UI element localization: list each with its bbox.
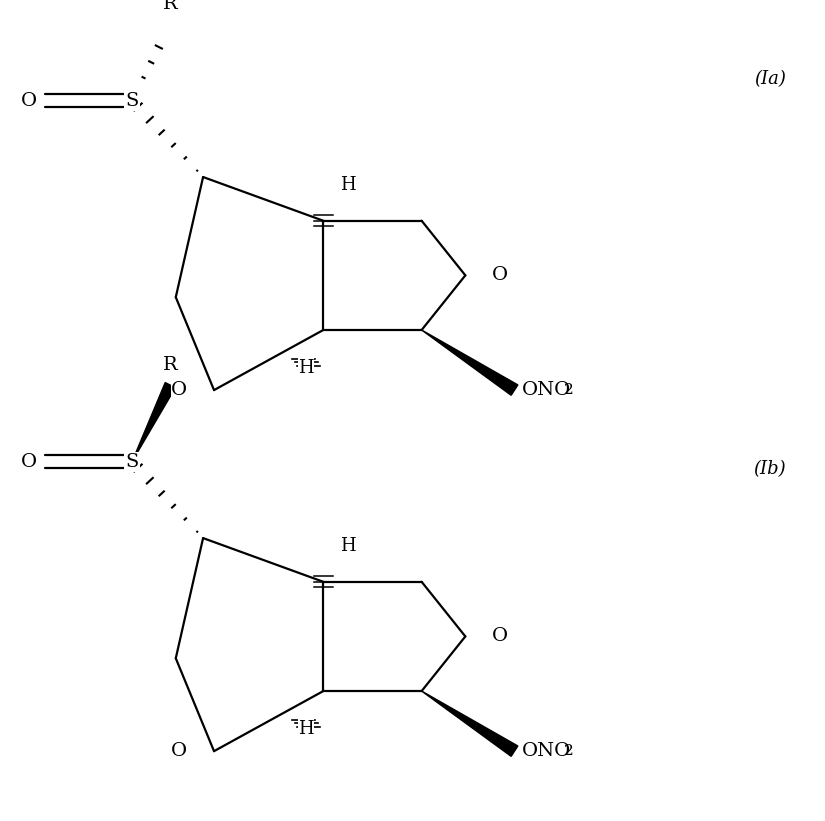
Text: O: O (21, 91, 37, 109)
Text: 2: 2 (564, 744, 573, 758)
Text: O: O (172, 742, 187, 760)
Text: (Ia): (Ia) (754, 71, 786, 89)
Text: ONO: ONO (522, 742, 572, 760)
Text: S: S (125, 452, 139, 470)
Text: H: H (299, 359, 314, 377)
Polygon shape (422, 330, 518, 395)
Text: O: O (492, 266, 508, 284)
Text: H: H (341, 537, 356, 555)
Text: H: H (299, 719, 314, 737)
Text: O: O (172, 381, 187, 399)
Text: 2: 2 (564, 383, 573, 397)
Text: S: S (125, 91, 139, 109)
Polygon shape (132, 383, 176, 461)
Polygon shape (422, 691, 518, 756)
Text: H: H (341, 177, 356, 194)
Text: O: O (492, 627, 508, 645)
Text: O: O (21, 452, 37, 470)
Text: R: R (163, 355, 177, 374)
Text: ONO: ONO (522, 381, 572, 399)
Text: (Ib): (Ib) (753, 460, 786, 478)
Text: R: R (163, 0, 177, 12)
